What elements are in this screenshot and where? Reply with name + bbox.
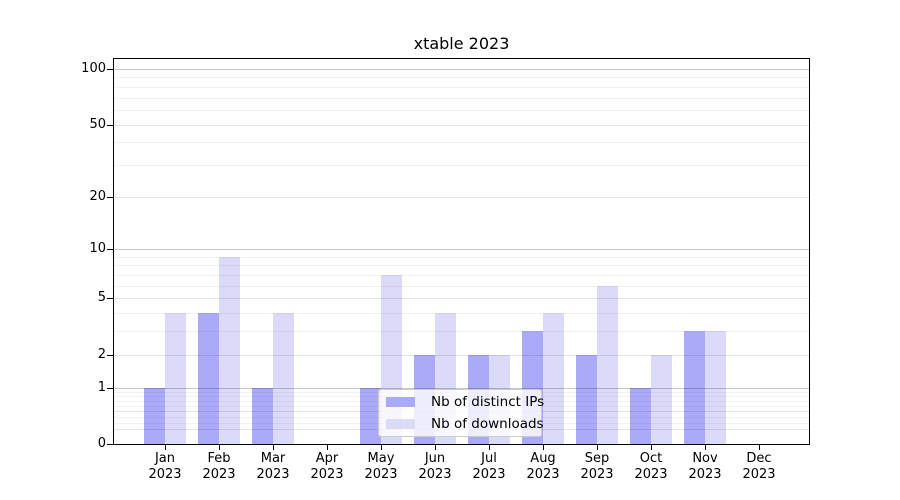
- legend-label: Nb of downloads: [431, 416, 544, 432]
- y-tick-mark: [107, 298, 113, 299]
- y-tick-label: 50: [89, 117, 106, 132]
- gridline: [114, 98, 809, 99]
- plot-area: Nb of distinct IPs Nb of downloads: [113, 58, 810, 445]
- gridline: [114, 331, 809, 332]
- gridline: [114, 275, 809, 276]
- y-tick-label: 2: [97, 347, 106, 362]
- x-tick-mark: [273, 445, 274, 450]
- bar: [705, 331, 726, 444]
- gridline: [114, 298, 809, 299]
- x-tick-label: May 2023: [364, 451, 398, 482]
- y-tick-mark: [107, 355, 113, 356]
- bar: [630, 387, 651, 444]
- gridline: [114, 313, 809, 314]
- x-tick-mark: [651, 445, 652, 450]
- y-tick-label: 1: [97, 380, 106, 395]
- x-tick-label: Sep 2023: [580, 451, 614, 482]
- y-tick-label: 10: [89, 241, 106, 256]
- legend-swatch: [386, 397, 415, 407]
- gridline: [114, 77, 809, 78]
- legend-item: Nb of distinct IPs: [386, 394, 545, 410]
- x-tick-label: Dec 2023: [742, 451, 776, 482]
- bar: [651, 354, 672, 444]
- bar: [543, 313, 564, 444]
- y-tick-mark: [107, 249, 113, 250]
- y-tick-label: 100: [81, 61, 106, 76]
- gridline: [114, 125, 809, 126]
- bar: [198, 313, 219, 444]
- gridline: [114, 87, 809, 88]
- bar: [360, 387, 381, 444]
- y-tick-label: 0: [97, 436, 106, 451]
- gridline: [114, 165, 809, 166]
- x-tick-label: Nov 2023: [688, 451, 722, 482]
- x-tick-label: Feb 2023: [202, 451, 236, 482]
- x-tick-mark: [165, 445, 166, 450]
- gridline: [114, 110, 809, 111]
- y-tick-mark: [107, 69, 113, 70]
- bar: [165, 313, 186, 444]
- x-tick-label: Jul 2023: [472, 451, 506, 482]
- gridline: [114, 197, 809, 198]
- chart-title: xtable 2023: [413, 34, 510, 53]
- x-tick-mark: [705, 445, 706, 450]
- bar: [597, 285, 618, 444]
- legend: Nb of distinct IPs Nb of downloads: [378, 389, 545, 437]
- gridline: [114, 355, 809, 356]
- bar: [252, 387, 273, 444]
- y-tick-mark: [107, 444, 113, 445]
- x-tick-label: Jun 2023: [418, 451, 452, 482]
- y-tick-label: 20: [89, 189, 106, 204]
- gridline: [114, 257, 809, 258]
- x-tick-label: Aug 2023: [526, 451, 560, 482]
- gridline: [114, 286, 809, 287]
- gridline: [114, 142, 809, 143]
- bar: [219, 256, 240, 444]
- legend-item: Nb of downloads: [386, 416, 544, 432]
- bar: [576, 354, 597, 444]
- legend-label: Nb of distinct IPs: [431, 394, 545, 410]
- bar: [273, 313, 294, 444]
- legend-swatch: [386, 419, 415, 429]
- x-tick-label: Jan 2023: [148, 451, 182, 482]
- gridline: [114, 388, 809, 389]
- x-tick-mark: [543, 445, 544, 450]
- gridline: [114, 249, 809, 250]
- x-tick-label: Apr 2023: [310, 451, 344, 482]
- y-tick-mark: [107, 197, 113, 198]
- bar: [684, 331, 705, 444]
- x-tick-mark: [327, 445, 328, 450]
- x-tick-mark: [219, 445, 220, 450]
- x-tick-mark: [489, 445, 490, 450]
- x-tick-label: Oct 2023: [634, 451, 668, 482]
- y-tick-mark: [107, 388, 113, 389]
- y-tick-mark: [107, 125, 113, 126]
- bar: [144, 387, 165, 444]
- x-tick-mark: [759, 445, 760, 450]
- x-tick-mark: [435, 445, 436, 450]
- gridline: [114, 69, 809, 70]
- x-tick-mark: [597, 445, 598, 450]
- y-tick-label: 5: [97, 290, 106, 305]
- gridline: [114, 265, 809, 266]
- x-tick-label: Mar 2023: [256, 451, 290, 482]
- x-tick-mark: [381, 445, 382, 450]
